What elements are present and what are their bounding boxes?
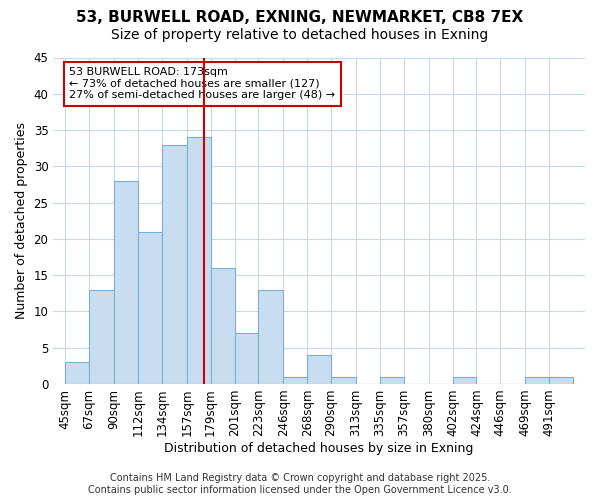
Bar [211, 268, 235, 384]
Bar [162, 144, 187, 384]
Text: 53, BURWELL ROAD, EXNING, NEWMARKET, CB8 7EX: 53, BURWELL ROAD, EXNING, NEWMARKET, CB8… [76, 10, 524, 25]
Text: 53 BURWELL ROAD: 173sqm
← 73% of detached houses are smaller (127)
27% of semi-d: 53 BURWELL ROAD: 173sqm ← 73% of detache… [69, 68, 335, 100]
Bar [283, 376, 307, 384]
Bar [259, 290, 283, 384]
Bar [138, 232, 162, 384]
Bar [307, 355, 331, 384]
Bar [526, 376, 549, 384]
Bar [452, 376, 476, 384]
Bar [187, 138, 211, 384]
X-axis label: Distribution of detached houses by size in Exning: Distribution of detached houses by size … [164, 442, 474, 455]
Text: Contains HM Land Registry data © Crown copyright and database right 2025.
Contai: Contains HM Land Registry data © Crown c… [88, 474, 512, 495]
Bar [114, 181, 138, 384]
Text: Size of property relative to detached houses in Exning: Size of property relative to detached ho… [112, 28, 488, 42]
Bar [235, 333, 259, 384]
Bar [331, 376, 356, 384]
Bar [549, 376, 573, 384]
Bar [89, 290, 114, 384]
Bar [65, 362, 89, 384]
Y-axis label: Number of detached properties: Number of detached properties [15, 122, 28, 319]
Bar [380, 376, 404, 384]
